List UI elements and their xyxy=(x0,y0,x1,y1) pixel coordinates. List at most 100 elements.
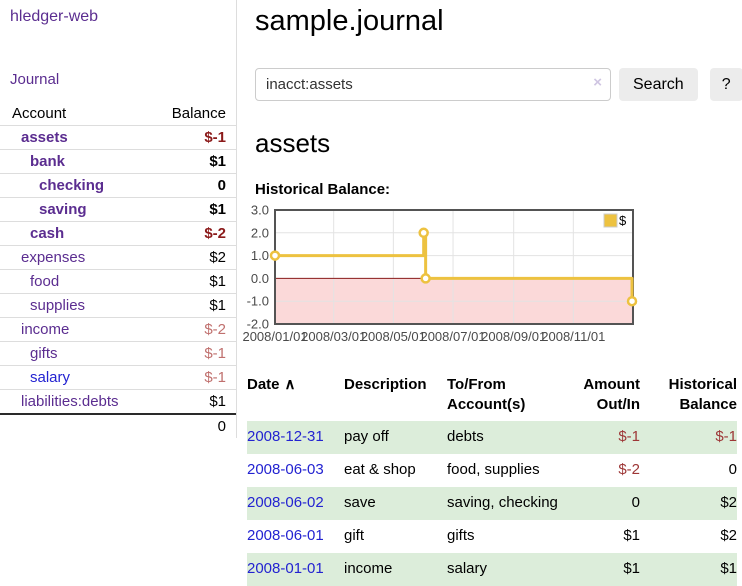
account-row: liabilities:debts $1 xyxy=(0,389,236,415)
chart-legend-label: $ xyxy=(619,213,627,228)
transaction-row[interactable]: 2008-06-02 save saving, checking 0 $2 xyxy=(247,487,737,520)
account-row: food $1 xyxy=(0,269,236,294)
register-header-label: Out/In xyxy=(596,396,640,413)
transaction-accounts: salary xyxy=(447,560,488,577)
transaction-description: pay off xyxy=(344,428,389,445)
transaction-amount: $1 xyxy=(623,560,640,577)
register-header-label: Description xyxy=(344,376,427,393)
register-header-label: Historical xyxy=(668,376,737,393)
transaction-amount: $-2 xyxy=(618,461,640,478)
search-button[interactable]: Search xyxy=(619,68,698,101)
register-header-description: Description xyxy=(344,373,447,421)
sidebar-account-link-assets[interactable]: assets xyxy=(21,129,68,146)
sidebar-account-link-food[interactable]: food xyxy=(30,273,60,290)
account-row: supplies $1 xyxy=(0,293,236,318)
chart-y-tick-label: -2.0 xyxy=(247,317,269,332)
transaction-description: save xyxy=(344,494,376,511)
accounts-header-row: Account Balance xyxy=(0,102,236,126)
account-balance: 0 xyxy=(217,177,226,194)
transaction-balance: $1 xyxy=(720,560,737,577)
transaction-date-link[interactable]: 2008-12-31 xyxy=(247,428,324,445)
register-header-historical: Historical Balance xyxy=(640,373,737,421)
account-balance: $-1 xyxy=(204,345,226,362)
chart-y-tick-label: -1.0 xyxy=(247,294,269,309)
chart-y-tick-label: 0.0 xyxy=(251,271,269,286)
account-row: assets $-1 xyxy=(0,125,236,150)
sidebar-account-link-supplies[interactable]: supplies xyxy=(30,297,86,314)
sidebar-account-link-bank[interactable]: bank xyxy=(30,153,66,170)
transaction-date-link[interactable]: 2008-06-02 xyxy=(247,494,324,511)
sidebar-account-link-saving[interactable]: saving xyxy=(39,201,87,218)
chart-y-tick-label: 3.0 xyxy=(251,204,269,218)
help-button[interactable]: ? xyxy=(709,68,742,101)
accounts-total-value: 0 xyxy=(153,413,236,438)
account-balance: $1 xyxy=(209,201,226,218)
chart-y-tick-label: 2.0 xyxy=(251,225,269,240)
account-row: gifts $-1 xyxy=(0,341,236,366)
register-header-row: Date ∧ Description To/From Account(s) Amount O… xyxy=(247,373,737,421)
search-box: × xyxy=(255,68,611,101)
chart-data-point xyxy=(626,295,638,307)
account-row: bank $1 xyxy=(0,149,236,174)
search-form: × Search ? xyxy=(255,68,742,101)
sidebar-account-link-expenses[interactable]: expenses xyxy=(21,249,86,266)
chart-y-tick-label: 1.0 xyxy=(251,248,269,263)
transaction-row[interactable]: 2008-06-01 gift gifts $1 $2 xyxy=(247,520,737,553)
account-balance: $1 xyxy=(209,297,226,314)
account-row: cash $-2 xyxy=(0,221,236,246)
accounts-header-balance: Balance xyxy=(171,105,226,122)
transaction-accounts: debts xyxy=(447,428,484,445)
sidebar-account-link-income[interactable]: income xyxy=(21,321,70,338)
transaction-row[interactable]: 2008-01-01 income salary $1 $1 xyxy=(247,553,737,586)
sidebar-account-link-cash[interactable]: cash xyxy=(30,225,65,242)
accounts-total-spacer xyxy=(0,413,154,438)
sidebar-item-journal[interactable]: Journal xyxy=(10,71,60,88)
transaction-date-link[interactable]: 2008-06-01 xyxy=(247,527,324,544)
transaction-row[interactable]: 2008-06-03 eat & shop food, supplies $-2 0 xyxy=(247,454,737,487)
transaction-balance: $2 xyxy=(720,494,737,511)
register-header-label: Balance xyxy=(679,396,737,413)
register-header-date[interactable]: Date ∧ xyxy=(247,373,344,421)
register-header-to-from: To/From Account(s) xyxy=(447,373,560,421)
register-header-label: To/From xyxy=(447,376,506,393)
transaction-balance: $2 xyxy=(720,527,737,544)
sidebar-account-link-salary[interactable]: salary xyxy=(30,369,71,386)
account-heading: assets xyxy=(255,128,331,158)
chart-x-tick-label: 2008/11/01 xyxy=(541,329,605,344)
transaction-amount: $-1 xyxy=(618,428,640,445)
accounts-table: Account Balance assets $-1 bank $1 checking 0… xyxy=(0,102,236,438)
chart-data-point xyxy=(420,273,431,284)
chart-plot-border xyxy=(274,209,634,325)
transaction-description: gift xyxy=(344,527,365,544)
register-header-amount: Amount Out/In xyxy=(560,373,640,421)
transaction-date-link[interactable]: 2008-01-01 xyxy=(247,560,324,577)
transaction-date-link[interactable]: 2008-06-03 xyxy=(247,461,324,478)
account-balance: $-2 xyxy=(204,321,226,338)
transaction-accounts: saving, checking xyxy=(447,494,558,511)
transaction-row[interactable]: 2008-12-31 pay off debts $-1 $-1 xyxy=(247,421,737,454)
app-title-link[interactable]: hledger-web xyxy=(10,8,99,25)
sidebar-account-link-checking[interactable]: checking xyxy=(39,177,105,194)
chart-x-tick-label: 2008/05/01 xyxy=(361,329,426,344)
transaction-description: income xyxy=(344,560,393,577)
transaction-balance: 0 xyxy=(728,461,737,478)
account-row: income $-2 xyxy=(0,317,236,342)
chart-x-tick-label: 2008/01/01 xyxy=(243,329,308,344)
account-row: salary $-1 xyxy=(0,365,236,390)
historical-balance-chart: $3.0 2.0 1.0 0.0 -1.0 -2.0 2008/01/01 2008/03/0… xyxy=(242,203,737,353)
account-balance: $-2 xyxy=(204,225,226,242)
transaction-accounts: food, supplies xyxy=(447,461,540,478)
page-title: sample.journal xyxy=(255,5,444,37)
account-row: checking 0 xyxy=(0,173,236,198)
sidebar-account-link-liabilities-debts[interactable]: liabilities:debts xyxy=(21,393,119,410)
chart-canvas: $3.0 2.0 1.0 0.0 -1.0 -2.02008/01/012008/03/0… xyxy=(242,203,638,344)
sidebar-account-link-gifts[interactable]: gifts xyxy=(30,345,58,362)
clear-search-icon[interactable]: × xyxy=(593,74,602,91)
search-input[interactable] xyxy=(255,68,611,101)
chart-title: Historical Balance: xyxy=(255,181,391,198)
transaction-balance: $-1 xyxy=(715,428,737,445)
register-table: Date ∧ Description To/From Account(s) Amount O… xyxy=(247,373,737,586)
accounts-header-account: Account xyxy=(12,105,67,122)
sort-ascending-icon[interactable]: ∧ xyxy=(284,376,296,393)
account-row: expenses $2 xyxy=(0,245,236,270)
